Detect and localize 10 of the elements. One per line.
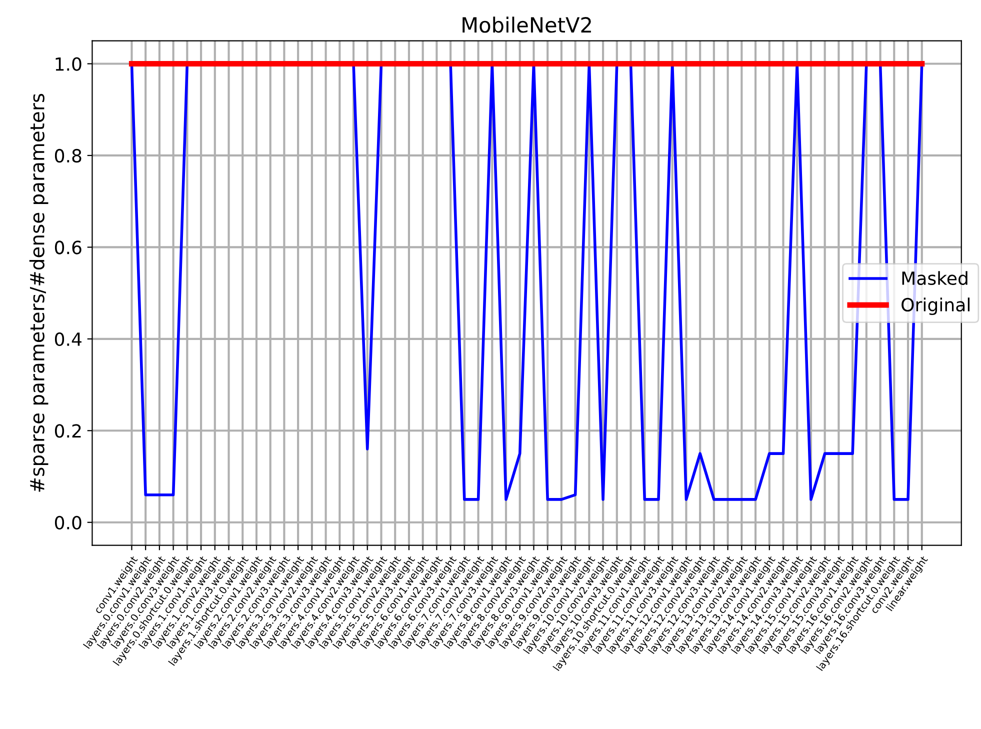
y-tick-label: 0.4 xyxy=(54,332,82,346)
chart-title: MobileNetV2 xyxy=(462,16,591,33)
y-tick-label: 0.0 xyxy=(54,516,82,530)
y-tick-label: 0.8 xyxy=(54,148,82,163)
y-axis-title: #sparse parameters/#dense parameters xyxy=(29,94,48,492)
y-tick-label: 0.6 xyxy=(54,240,82,254)
legend-label: Original xyxy=(902,298,970,316)
y-tick-label: 1.0 xyxy=(56,57,82,71)
y-tick-label: 0.2 xyxy=(54,424,81,438)
legend-label: Masked xyxy=(902,271,968,286)
